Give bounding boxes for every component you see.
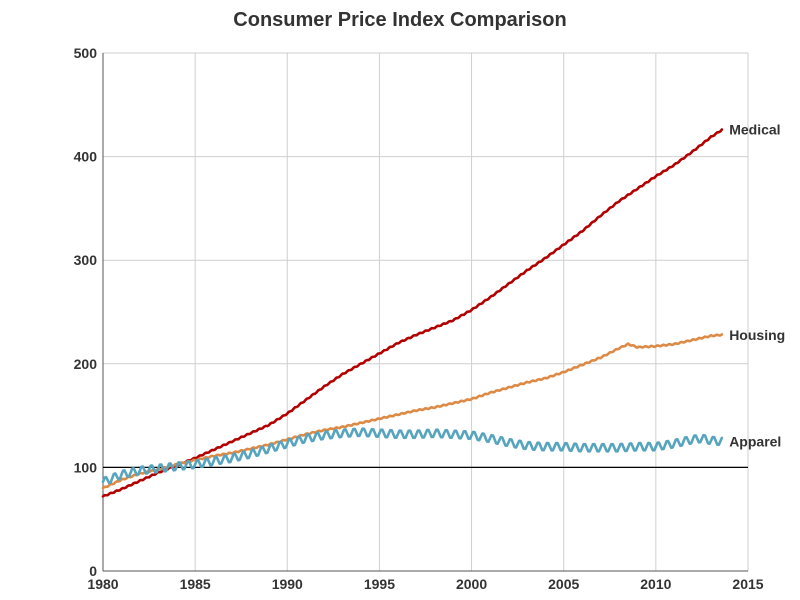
x-tick-label: 1990 <box>272 576 303 592</box>
chart-title: Consumer Price Index Comparison <box>233 9 566 31</box>
axes: 1980 1985 1990 1995 2000 2005 2010 2015 0 100 200 3… <box>74 45 764 592</box>
series-label-apparel: Apparel <box>729 434 781 450</box>
x-tick-label: 1995 <box>364 576 395 592</box>
x-tick-label: 2005 <box>548 576 579 592</box>
grid-lines <box>102 52 749 572</box>
y-tick-label: 400 <box>74 149 98 165</box>
series-label-housing: Housing <box>729 327 785 343</box>
series-label-medical: Medical <box>729 122 780 138</box>
x-tick-label: 2015 <box>732 576 763 592</box>
x-tick-label: 1985 <box>180 576 211 592</box>
series-labels: Medical Housing Apparel <box>729 122 785 450</box>
series-line-medical <box>101 128 724 498</box>
series-line-apparel <box>101 427 724 485</box>
y-tick-label: 0 <box>89 563 97 579</box>
y-tick-label: 200 <box>74 356 98 372</box>
x-tick-label: 1980 <box>87 576 118 592</box>
y-tick-label: 300 <box>74 252 98 268</box>
series-lines <box>101 128 724 498</box>
y-tick-label: 100 <box>74 459 98 475</box>
series-line-housing <box>101 333 724 490</box>
x-tick-label: 2000 <box>456 576 487 592</box>
y-tick-label: 500 <box>74 45 98 61</box>
plot-frame <box>102 52 749 572</box>
x-tick-label: 2010 <box>640 576 671 592</box>
